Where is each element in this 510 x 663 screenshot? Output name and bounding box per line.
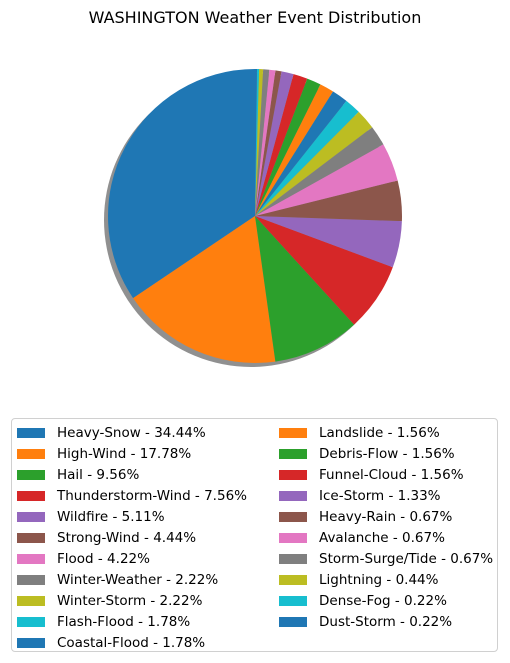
pie-slice-strong-wind — [255, 180, 402, 222]
legend-item-landslide: Landslide - 1.56% — [279, 422, 440, 443]
legend-swatch — [279, 532, 307, 543]
legend-swatch — [17, 616, 45, 627]
pie-slice-dust-storm — [255, 69, 258, 216]
pie-slice-high-wind — [133, 216, 276, 363]
legend-item-funnel-cloud: Funnel-Cloud - 1.56% — [279, 464, 464, 485]
legend-label: Landslide - 1.56% — [319, 424, 440, 441]
pie-slice-avalanche — [255, 69, 276, 216]
legend-item-coastal-flood: Coastal-Flood - 1.78% — [17, 632, 205, 653]
chart-title: WASHINGTON Weather Event Distribution — [88, 8, 422, 27]
legend-swatch — [17, 448, 45, 459]
legend-item-dust-storm: Dust-Storm - 0.22% — [279, 611, 452, 632]
legend-item-hail: Hail - 9.56% — [17, 464, 139, 485]
legend-label: Thunderstorm-Wind - 7.56% — [57, 487, 247, 504]
legend-label: Winter-Storm - 2.22% — [57, 592, 203, 609]
legend-label: Strong-Wind - 4.44% — [57, 529, 197, 546]
pie-slices — [107, 69, 402, 363]
legend-swatch — [17, 532, 45, 543]
pie-slice-flash-flood — [255, 100, 359, 216]
pie-slice-storm-surge-tide — [255, 69, 270, 216]
legend-swatch — [17, 553, 45, 564]
pie-slice-dense-fog — [255, 69, 260, 216]
pie-slice-thunderstorm-wind — [255, 216, 393, 325]
legend-item-debris-flow: Debris-Flow - 1.56% — [279, 443, 455, 464]
legend-swatch — [279, 574, 307, 585]
legend-item-flood: Flood - 4.22% — [17, 548, 150, 569]
legend-label: Hail - 9.56% — [57, 466, 140, 483]
pie-slice-heavy-snow — [107, 69, 255, 299]
legend: Heavy-Snow - 34.44% High-Wind - 17.78% Hai… — [11, 418, 498, 652]
legend-item-storm-surge-tide: Storm-Surge/Tide - 0.67% — [279, 548, 493, 569]
legend-swatch — [279, 595, 307, 606]
legend-swatch — [279, 616, 307, 627]
legend-label: Avalanche - 0.67% — [319, 529, 445, 546]
pie-chart — [104, 69, 402, 367]
pie-slice-winter-weather — [255, 127, 384, 216]
legend-swatch — [17, 574, 45, 585]
legend-item-avalanche: Avalanche - 0.67% — [279, 527, 445, 548]
legend-item-winter-storm: Winter-Storm - 2.22% — [17, 590, 202, 611]
legend-item-ice-storm: Ice-Storm - 1.33% — [279, 485, 441, 506]
pie-slice-coastal-flood — [255, 91, 347, 216]
pie-slice-funnel-cloud — [255, 74, 308, 217]
legend-item-flash-flood: Flash-Flood - 1.78% — [17, 611, 190, 632]
legend-label: Ice-Storm - 1.33% — [319, 487, 441, 504]
legend-item-lightning: Lightning - 0.44% — [279, 569, 438, 590]
pie-slice-wildfire — [255, 216, 402, 268]
pie-slice-lightning — [255, 69, 264, 217]
legend-item-winter-weather: Winter-Weather - 2.22% — [17, 569, 218, 590]
legend-swatch — [279, 448, 307, 459]
legend-label: Coastal-Flood - 1.78% — [57, 634, 206, 651]
legend-swatch — [279, 511, 307, 522]
legend-label: Funnel-Cloud - 1.56% — [319, 466, 464, 483]
legend-label: Dense-Fog - 0.22% — [319, 592, 447, 609]
legend-label: Heavy-Snow - 34.44% — [57, 424, 206, 441]
legend-swatch — [17, 427, 45, 438]
legend-item-thunderstorm-wind: Thunderstorm-Wind - 7.56% — [17, 485, 247, 506]
legend-label: Flash-Flood - 1.78% — [57, 613, 191, 630]
pie-slice-ice-storm — [255, 71, 294, 216]
legend-label: Wildfire - 5.11% — [57, 508, 165, 525]
legend-swatch — [279, 490, 307, 501]
legend-swatch — [17, 490, 45, 501]
pie-slice-hail — [255, 216, 355, 362]
legend-swatch — [17, 637, 45, 648]
legend-label: Dust-Storm - 0.22% — [319, 613, 453, 630]
legend-label: Winter-Weather - 2.22% — [57, 571, 219, 588]
legend-item-strong-wind: Strong-Wind - 4.44% — [17, 527, 196, 548]
legend-item-heavy-rain: Heavy-Rain - 0.67% — [279, 506, 452, 527]
legend-swatch — [17, 595, 45, 606]
legend-item-high-wind: High-Wind - 17.78% — [17, 443, 191, 464]
legend-swatch — [279, 469, 307, 480]
pie-slice-debris-flow — [255, 78, 321, 216]
legend-swatch — [17, 511, 45, 522]
legend-label: Heavy-Rain - 0.67% — [319, 508, 453, 525]
legend-item-heavy-snow: Heavy-Snow - 34.44% — [17, 422, 206, 443]
legend-swatch — [279, 553, 307, 564]
pie-slice-landslide — [255, 84, 333, 217]
pie-slice-flood — [255, 144, 398, 216]
legend-item-wildfire: Wildfire - 5.11% — [17, 506, 165, 527]
legend-item-dense-fog: Dense-Fog - 0.22% — [279, 590, 447, 611]
legend-label: Flood - 4.22% — [57, 550, 150, 567]
legend-swatch — [279, 427, 307, 438]
legend-label: High-Wind - 17.78% — [57, 445, 192, 462]
legend-label: Lightning - 0.44% — [319, 571, 439, 588]
legend-label: Storm-Surge/Tide - 0.67% — [319, 550, 494, 567]
pie-slice-heavy-rain — [255, 70, 282, 216]
legend-label: Debris-Flow - 1.56% — [319, 445, 455, 462]
legend-swatch — [17, 469, 45, 480]
pie-slice-winter-storm — [255, 111, 373, 216]
